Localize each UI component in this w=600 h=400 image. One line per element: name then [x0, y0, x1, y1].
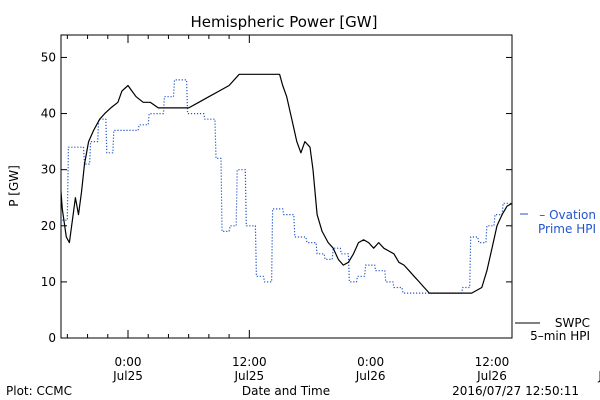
x-axis-label: Date and Time — [242, 384, 330, 398]
y-axis-label: P [GW] — [7, 165, 21, 207]
y-tick-label: 40 — [41, 107, 56, 121]
y-tick-label: 20 — [41, 219, 56, 233]
y-tick-label: 50 — [41, 50, 56, 64]
chart-title: Hemispheric Power [GW] — [191, 13, 378, 31]
x-tick-time-label: 0:00 — [115, 355, 142, 369]
y-tick-label: 0 — [48, 331, 56, 345]
x-tick-time-label: 12:00 — [232, 355, 267, 369]
swpc-legend-label-2: 5–min HPI — [530, 329, 590, 343]
series-layer — [61, 73, 512, 294]
x-tick-date-label: Jul26 — [355, 369, 386, 383]
x-axis-ticks: 0:00Jul2512:00Jul250:00Jul2612:00Jul260:… — [66, 35, 600, 383]
ovation-legend-label-2: Prime HPI — [538, 222, 596, 236]
x-tick-date-label: Jul27 — [597, 369, 600, 383]
swpc-legend-label-1: SWPC — [555, 316, 590, 330]
ovation-legend-label-1: – Ovation — [539, 208, 596, 222]
x-tick-time-label: 12:00 — [475, 355, 510, 369]
x-tick-date-label: Jul25 — [112, 369, 143, 383]
y-tick-label: 30 — [41, 163, 56, 177]
swpc-series-line — [61, 73, 512, 294]
plot-timestamp: 2016/07/27 12:50:11 — [452, 384, 579, 398]
y-axis-ticks: 0 10 20 30 40 50 — [41, 50, 512, 345]
x-tick-time-label: 0:00 — [357, 355, 384, 369]
x-tick-date-label: Jul26 — [476, 369, 507, 383]
y-tick-label: 10 — [41, 275, 56, 289]
x-tick-date-label: Jul25 — [233, 369, 264, 383]
plot-credit: Plot: CCMC — [6, 384, 72, 398]
